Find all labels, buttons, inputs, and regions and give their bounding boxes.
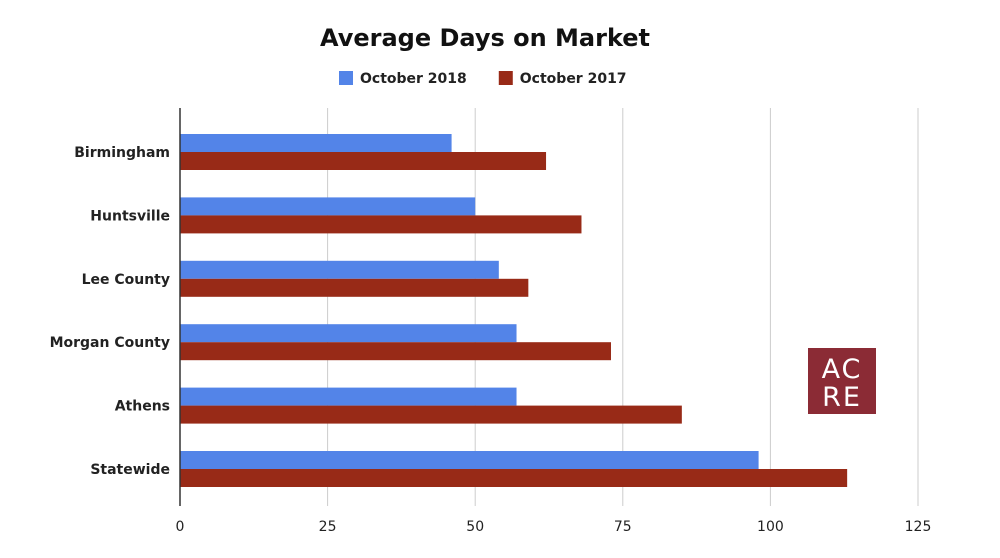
bars	[180, 134, 848, 487]
x-tick-label-5: 125	[905, 519, 932, 535]
category-label-0: Birmingham	[74, 145, 170, 161]
logo-background	[808, 348, 876, 414]
legend-label-0: October 2018	[360, 71, 467, 87]
category-label-2: Lee County	[82, 272, 170, 288]
x-tick-label-0: 0	[176, 519, 185, 535]
category-label-4: Athens	[115, 399, 170, 415]
gridlines	[327, 108, 919, 506]
logo-line-1: AC	[822, 354, 863, 385]
bar-4-1	[180, 405, 682, 424]
legend-swatch-1	[498, 71, 513, 85]
x-tick-labels: 0 25 50 75 100 125	[176, 519, 932, 535]
legend: October 2018 October 2017	[339, 71, 627, 87]
x-tick-label-1: 25	[319, 519, 337, 535]
bar-2-1	[180, 278, 529, 297]
bar-2-0	[180, 260, 499, 279]
category-label-5: Statewide	[90, 462, 170, 478]
category-label-1: Huntsville	[90, 208, 170, 224]
bar-0-1	[180, 152, 547, 170]
x-tick-label-4: 100	[757, 519, 784, 535]
bar-0-0	[180, 134, 452, 152]
bar-5-0	[180, 451, 759, 469]
legend-swatch-0	[339, 71, 353, 85]
category-labels: Birmingham Huntsville Lee County Morgan Cou…	[50, 145, 170, 478]
legend-label-1: October 2017	[520, 71, 627, 87]
chart-title: Average Days on Market	[320, 24, 650, 52]
bar-4-0	[180, 387, 517, 406]
bar-3-1	[180, 342, 611, 361]
x-tick-label-3: 75	[614, 519, 632, 535]
x-tick-label-2: 50	[466, 519, 484, 535]
bar-1-0	[180, 197, 476, 216]
bar-3-0	[180, 324, 517, 343]
bar-1-1	[180, 215, 582, 234]
logo-line-2: RE	[822, 382, 862, 413]
category-label-3: Morgan County	[50, 335, 170, 351]
acre-logo: AC RE	[808, 348, 876, 414]
bar-5-1	[180, 469, 848, 487]
